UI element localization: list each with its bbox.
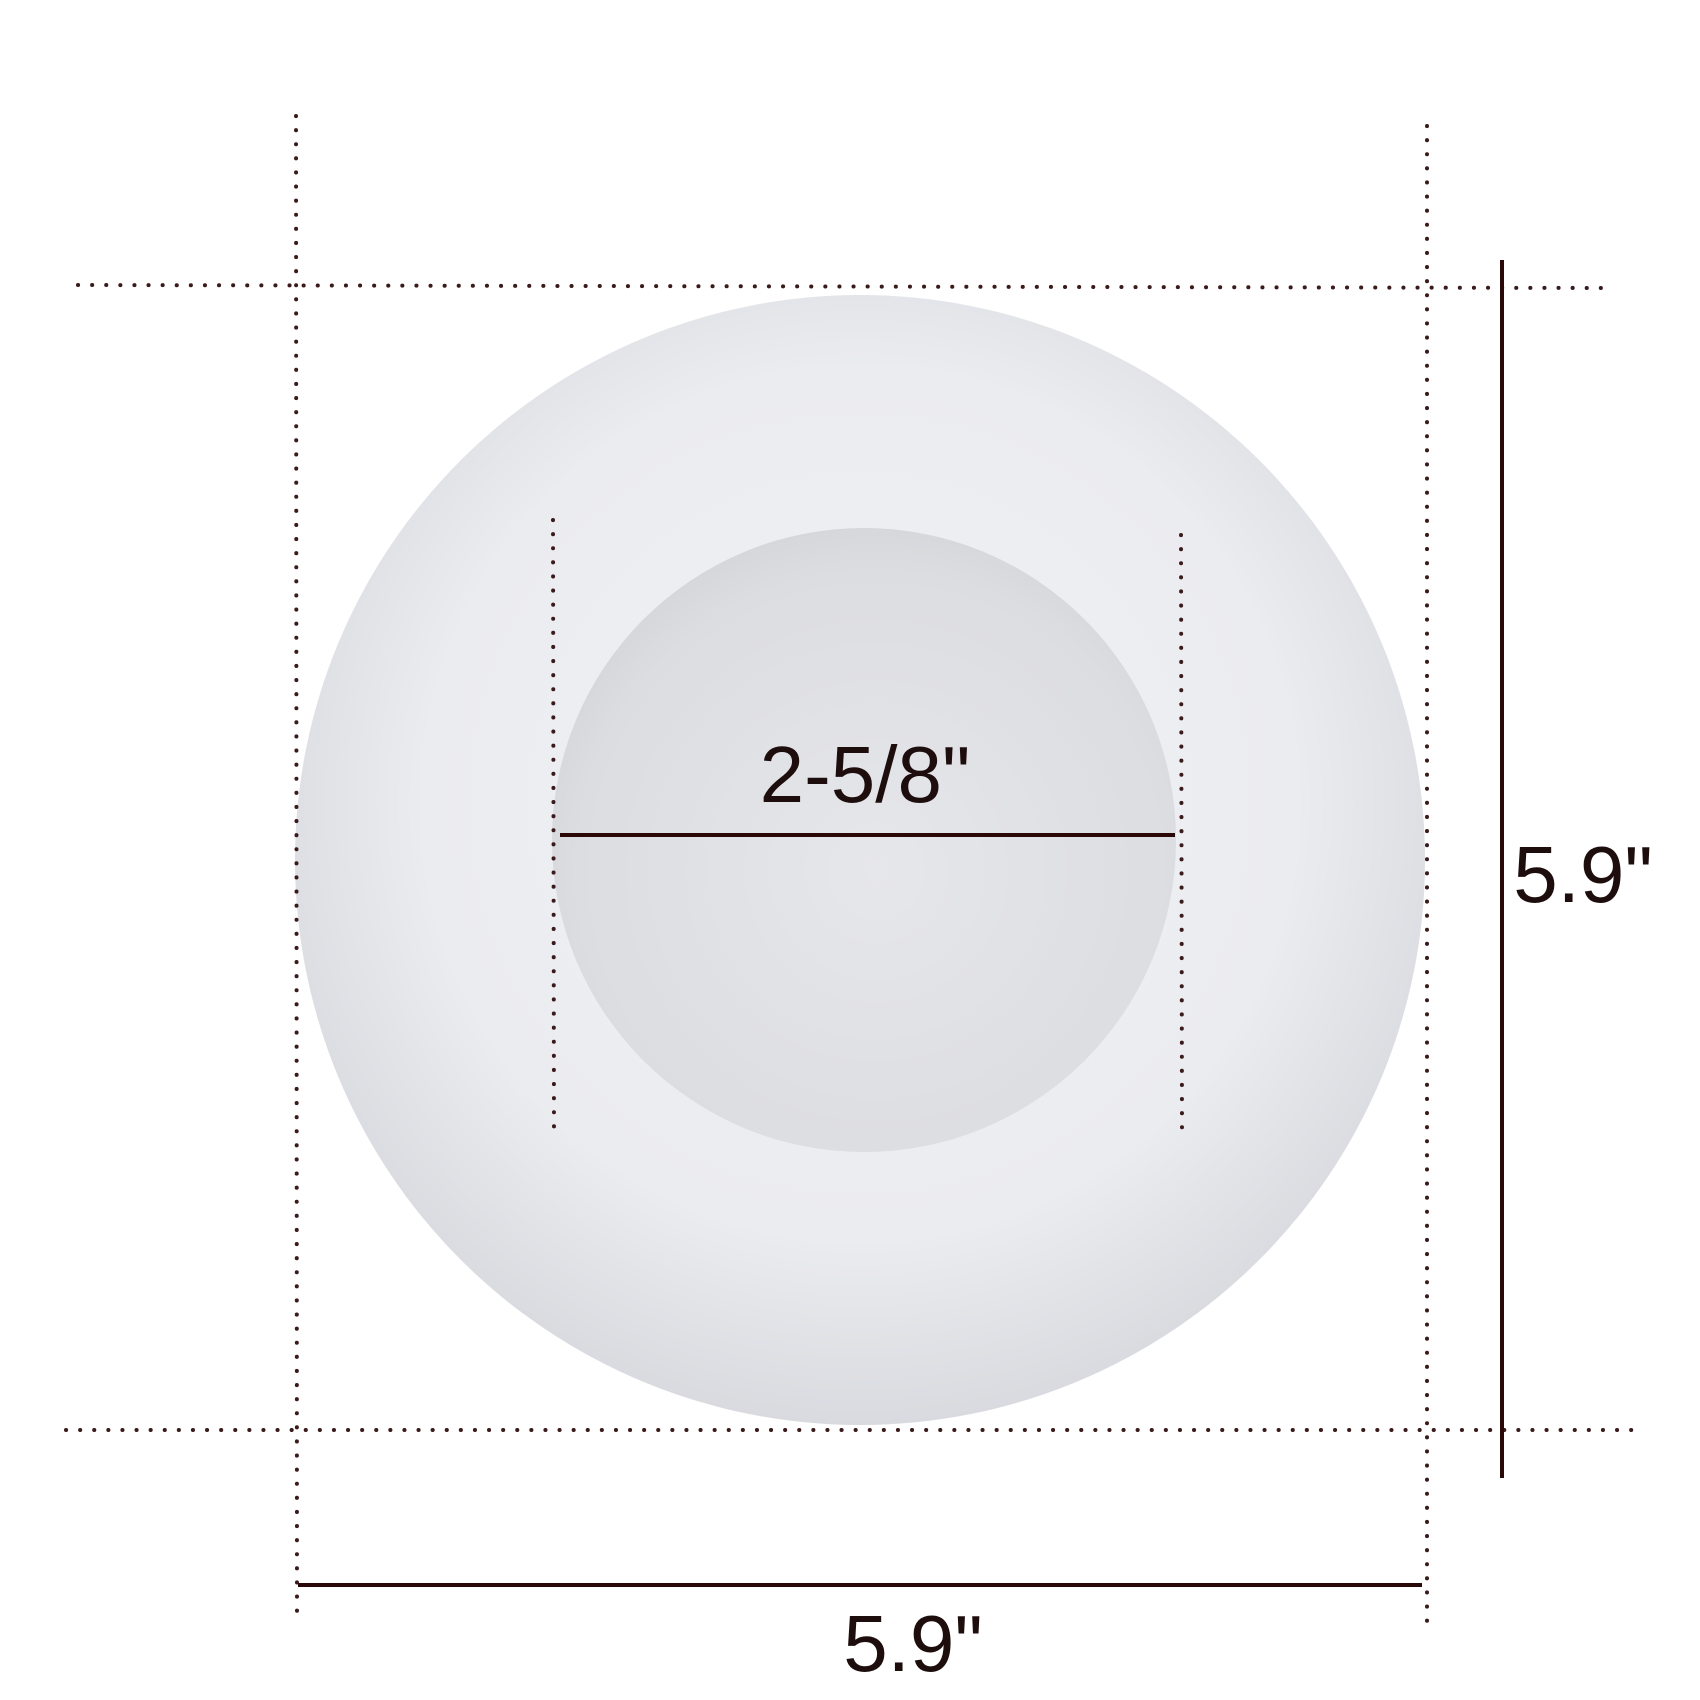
globe-inner-opening [552, 528, 1176, 1152]
inner-diameter-label: 2-5/8" [760, 730, 971, 819]
width-label: 5.9" [843, 1599, 983, 1688]
dimension-labels: 2-5/8" 5.9" 5.9" [760, 730, 1653, 1688]
height-label: 5.9" [1513, 830, 1653, 919]
guide-inner-right-vertical [1179, 533, 1184, 1137]
guide-left-vertical [294, 114, 299, 1622]
guide-lines [64, 114, 1637, 1627]
dimension-lines [298, 260, 1504, 1587]
guide-top-horizontal [76, 283, 1607, 290]
globe-shade [295, 295, 1425, 1425]
